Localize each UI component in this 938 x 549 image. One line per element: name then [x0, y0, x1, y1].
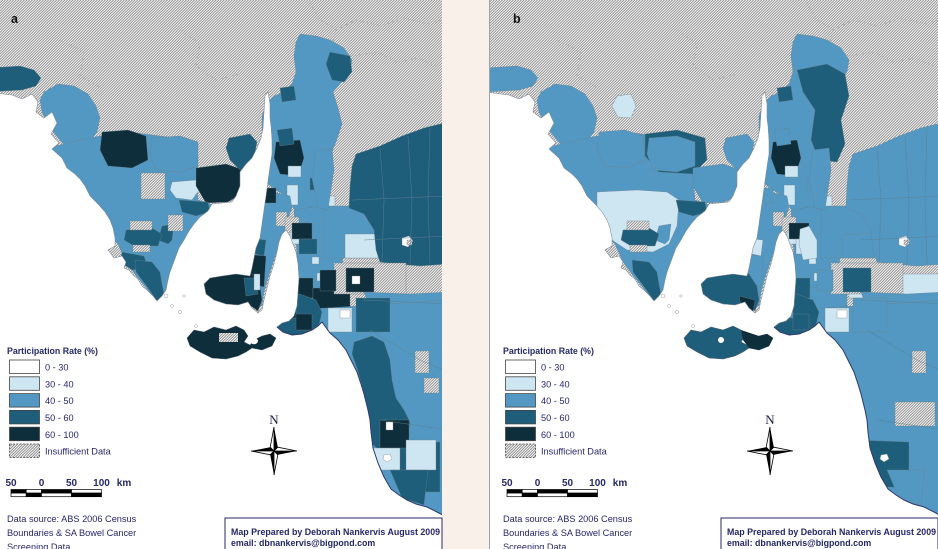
svg-text:km: km — [613, 478, 628, 489]
svg-text:email: dbnankervis@bigpond.com: email: dbnankervis@bigpond.com — [231, 538, 375, 548]
svg-text:b: b — [513, 12, 521, 26]
svg-text:Map Prepared by Deborah Nanker: Map Prepared by Deborah Nankervis August… — [231, 527, 440, 537]
svg-text:Screening Data.: Screening Data. — [503, 542, 569, 549]
svg-text:Insufficient Data: Insufficient Data — [45, 447, 112, 457]
svg-text:Participation Rate (%): Participation Rate (%) — [503, 346, 594, 356]
svg-text:50: 50 — [562, 478, 574, 489]
svg-text:Map Prepared by Deborah Nanker: Map Prepared by Deborah Nankervis August… — [727, 527, 936, 537]
svg-text:Participation Rate (%): Participation Rate (%) — [7, 346, 98, 356]
svg-text:0: 0 — [39, 478, 45, 489]
svg-text:60 - 100: 60 - 100 — [45, 430, 79, 440]
svg-text:60 - 100: 60 - 100 — [541, 430, 575, 440]
svg-text:a: a — [11, 12, 19, 26]
svg-text:50: 50 — [5, 478, 17, 489]
svg-text:50: 50 — [501, 478, 513, 489]
svg-text:40 - 50: 40 - 50 — [45, 396, 74, 406]
svg-text:0 - 30: 0 - 30 — [541, 363, 565, 373]
svg-text:Data source: ABS 2006 Census: Data source: ABS 2006 Census — [7, 514, 137, 524]
svg-text:40 - 50: 40 - 50 — [541, 396, 570, 406]
svg-text:Boundaries & SA Bowel Cancer: Boundaries & SA Bowel Cancer — [503, 528, 632, 538]
svg-text:50: 50 — [66, 478, 78, 489]
svg-text:30 - 40: 30 - 40 — [541, 379, 570, 389]
svg-text:email: dbnankervis@bigpond.com: email: dbnankervis@bigpond.com — [727, 538, 871, 548]
svg-text:50 - 60: 50 - 60 — [45, 413, 74, 423]
svg-text:N: N — [269, 412, 279, 427]
svg-text:Insufficient Data: Insufficient Data — [541, 447, 608, 457]
svg-text:km: km — [117, 478, 132, 489]
svg-text:Screening Data.: Screening Data. — [7, 542, 73, 549]
svg-text:30 - 40: 30 - 40 — [45, 379, 74, 389]
svg-text:0 - 30: 0 - 30 — [45, 363, 69, 373]
svg-text:100: 100 — [93, 478, 110, 489]
svg-text:Boundaries & SA Bowel Cancer: Boundaries & SA Bowel Cancer — [7, 528, 136, 538]
svg-text:Data source: ABS 2006 Census: Data source: ABS 2006 Census — [503, 514, 633, 524]
svg-text:50 - 60: 50 - 60 — [541, 413, 570, 423]
svg-text:100: 100 — [589, 478, 606, 489]
svg-text:N: N — [765, 412, 775, 427]
svg-text:0: 0 — [535, 478, 541, 489]
